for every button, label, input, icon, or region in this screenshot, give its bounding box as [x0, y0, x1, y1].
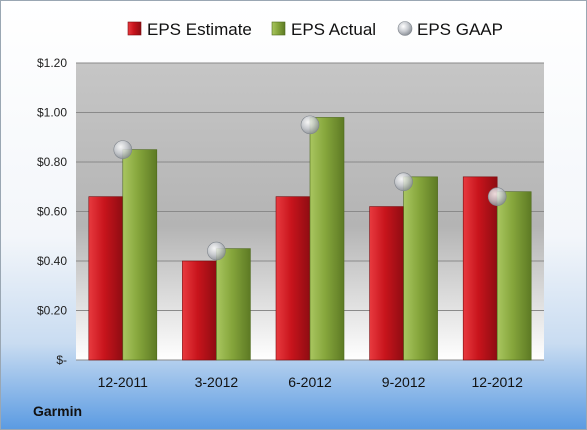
x-category-label: 9-2012 — [382, 374, 426, 390]
x-category-label: 12-2012 — [472, 374, 524, 390]
y-tick-label: $0.40 — [37, 254, 67, 268]
bar-eps-actual — [403, 176, 438, 361]
point-eps-gaap — [207, 241, 226, 261]
bar-eps-actual — [216, 248, 251, 361]
legend-label: EPS GAAP — [417, 20, 503, 39]
legend-swatch — [127, 21, 142, 36]
bar-eps-estimate — [88, 196, 124, 361]
company-name: Garmin — [33, 403, 83, 419]
y-tick-label: $1.00 — [37, 106, 67, 120]
y-tick-label: $0.20 — [37, 304, 67, 318]
legend-swatch — [397, 21, 413, 36]
x-category-label: 12-2011 — [98, 374, 149, 390]
legend: EPS Estimate EPS Actual EPS GAAP — [127, 20, 503, 39]
x-category-label: 6-2012 — [288, 374, 332, 390]
bar-eps-actual — [122, 149, 158, 361]
y-tick-label: $0.80 — [37, 155, 67, 169]
bar-eps-estimate — [369, 206, 404, 361]
plot-area: $- $0.20 $0.40 $0.60 $0.80 $1.00 $1.20 12-2011 3… — [37, 56, 544, 390]
bar-eps-actual — [496, 191, 532, 361]
bar-eps-actual — [309, 117, 345, 361]
legend-swatch — [271, 21, 286, 36]
point-eps-gaap — [487, 187, 507, 206]
legend-label: EPS Estimate — [147, 20, 252, 39]
point-eps-gaap — [300, 115, 320, 135]
bar-eps-estimate — [275, 196, 311, 361]
y-tick-label: $0.60 — [37, 205, 67, 219]
point-eps-gaap — [113, 140, 133, 159]
y-tick-label: $1.20 — [37, 56, 67, 70]
y-tick-label: $- — [56, 353, 67, 367]
x-category-label: 3-2012 — [195, 374, 239, 390]
point-eps-gaap — [394, 172, 413, 192]
legend-label: EPS Actual — [291, 20, 376, 39]
bar-eps-estimate — [182, 260, 217, 361]
